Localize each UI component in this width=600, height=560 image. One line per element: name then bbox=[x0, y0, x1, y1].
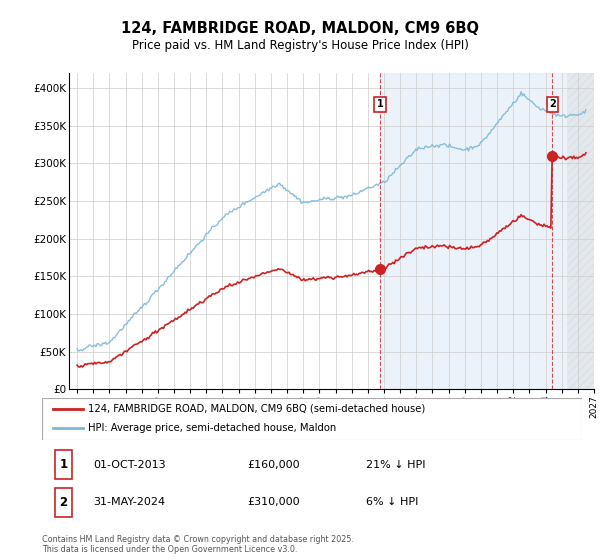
Text: £310,000: £310,000 bbox=[247, 497, 300, 507]
Bar bbox=[55, 450, 72, 479]
Text: 124, FAMBRIDGE ROAD, MALDON, CM9 6BQ: 124, FAMBRIDGE ROAD, MALDON, CM9 6BQ bbox=[121, 21, 479, 36]
Text: 31-MAY-2024: 31-MAY-2024 bbox=[94, 497, 166, 507]
Text: 01-OCT-2013: 01-OCT-2013 bbox=[94, 460, 166, 470]
Text: 1: 1 bbox=[59, 458, 68, 471]
Text: 1: 1 bbox=[377, 100, 383, 109]
Text: 2: 2 bbox=[59, 496, 68, 509]
Text: 124, FAMBRIDGE ROAD, MALDON, CM9 6BQ (semi-detached house): 124, FAMBRIDGE ROAD, MALDON, CM9 6BQ (se… bbox=[88, 404, 425, 414]
Text: Price paid vs. HM Land Registry's House Price Index (HPI): Price paid vs. HM Land Registry's House … bbox=[131, 39, 469, 52]
Text: 6% ↓ HPI: 6% ↓ HPI bbox=[366, 497, 418, 507]
Text: Contains HM Land Registry data © Crown copyright and database right 2025.
This d: Contains HM Land Registry data © Crown c… bbox=[42, 535, 354, 554]
Text: £160,000: £160,000 bbox=[247, 460, 300, 470]
Text: 21% ↓ HPI: 21% ↓ HPI bbox=[366, 460, 425, 470]
Text: HPI: Average price, semi-detached house, Maldon: HPI: Average price, semi-detached house,… bbox=[88, 423, 336, 433]
Bar bbox=[566, 73, 594, 389]
Text: 2: 2 bbox=[549, 100, 556, 109]
Bar bbox=[380, 73, 594, 389]
Bar bbox=[55, 488, 72, 517]
